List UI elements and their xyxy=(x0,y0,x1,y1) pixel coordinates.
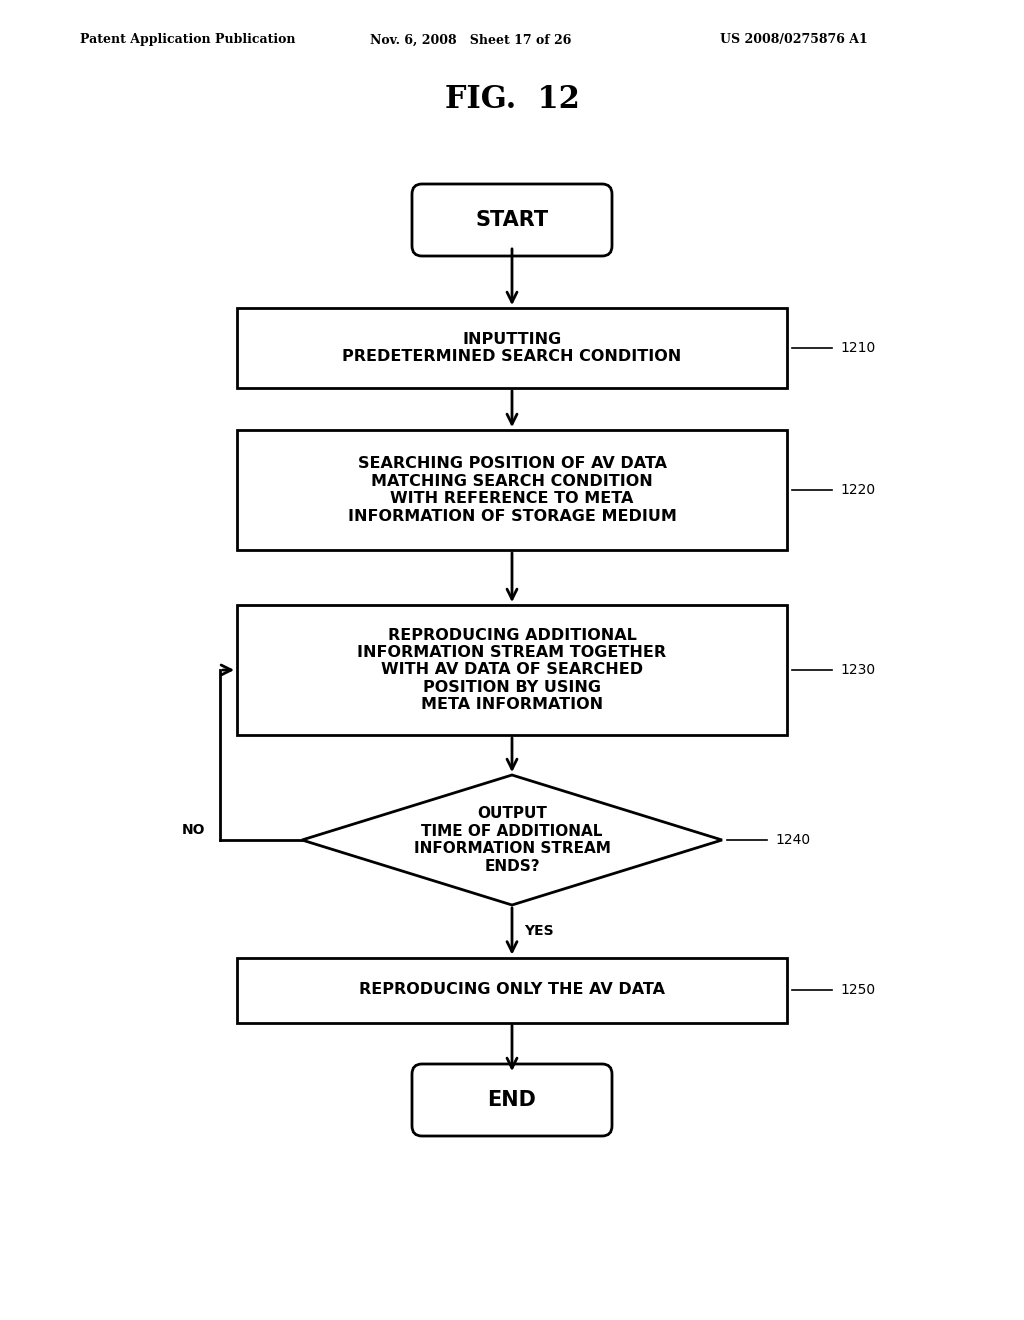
Text: YES: YES xyxy=(524,924,554,939)
Text: US 2008/0275876 A1: US 2008/0275876 A1 xyxy=(720,33,867,46)
Text: Patent Application Publication: Patent Application Publication xyxy=(80,33,296,46)
Text: 1220: 1220 xyxy=(840,483,876,498)
Bar xyxy=(237,957,787,1023)
Text: OUTPUT
TIME OF ADDITIONAL
INFORMATION STREAM
ENDS?: OUTPUT TIME OF ADDITIONAL INFORMATION ST… xyxy=(414,807,610,874)
Bar xyxy=(237,430,787,550)
FancyBboxPatch shape xyxy=(412,183,612,256)
Text: 1240: 1240 xyxy=(775,833,810,847)
Text: FIG.  12: FIG. 12 xyxy=(444,84,580,116)
Text: REPRODUCING ONLY THE AV DATA: REPRODUCING ONLY THE AV DATA xyxy=(359,982,665,998)
Polygon shape xyxy=(302,775,722,906)
FancyBboxPatch shape xyxy=(412,1064,612,1137)
Text: INPUTTING
PREDETERMINED SEARCH CONDITION: INPUTTING PREDETERMINED SEARCH CONDITION xyxy=(342,331,682,364)
Text: 1210: 1210 xyxy=(840,341,876,355)
Bar xyxy=(237,605,787,735)
Text: SEARCHING POSITION OF AV DATA
MATCHING SEARCH CONDITION
WITH REFERENCE TO META
I: SEARCHING POSITION OF AV DATA MATCHING S… xyxy=(347,457,677,524)
Text: END: END xyxy=(487,1090,537,1110)
Text: 1230: 1230 xyxy=(840,663,876,677)
Bar xyxy=(237,308,787,388)
Text: REPRODUCING ADDITIONAL
INFORMATION STREAM TOGETHER
WITH AV DATA OF SEARCHED
POSI: REPRODUCING ADDITIONAL INFORMATION STREA… xyxy=(357,628,667,713)
Text: 1250: 1250 xyxy=(840,983,876,997)
Text: Nov. 6, 2008   Sheet 17 of 26: Nov. 6, 2008 Sheet 17 of 26 xyxy=(370,33,571,46)
Text: NO: NO xyxy=(181,822,205,837)
Text: START: START xyxy=(475,210,549,230)
